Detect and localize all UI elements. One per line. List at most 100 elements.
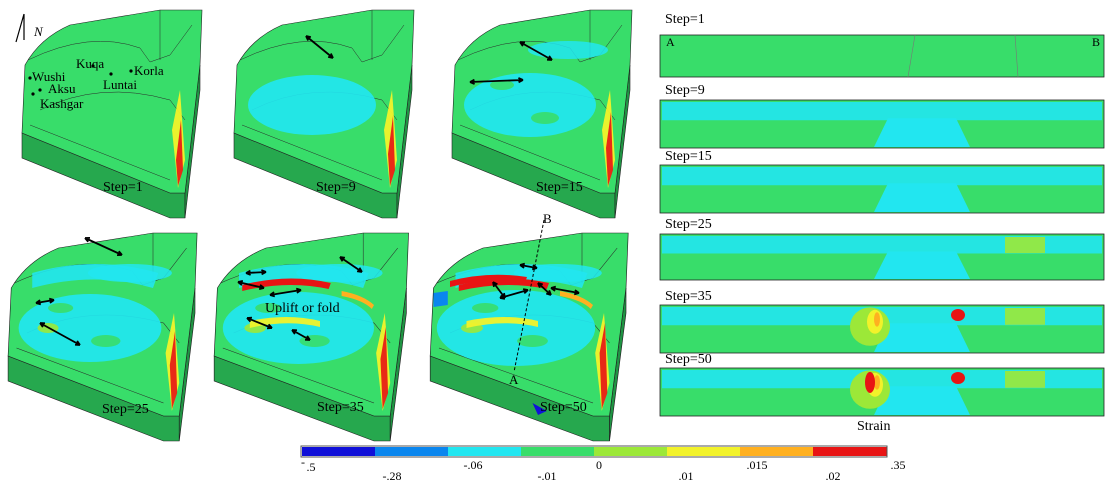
city-label-aksu: Aksu [48,81,76,96]
strain-patch-basin [248,75,376,135]
panel-label-step50: Step=50 [540,400,587,415]
double-arrow-icon [84,237,123,256]
strain-map-block-3 [451,9,633,219]
double-arrow-icon [246,316,273,330]
strain-map-block-2 [233,9,415,219]
double-arrow-icon [537,282,552,296]
double-arrow-icon [339,256,363,273]
strain-stripe-red [388,116,395,186]
colorbar-lower-tick: .02 [825,469,841,483]
strain-patch-blue [433,291,448,307]
city-label-korla: Korla [134,63,164,78]
panel-label-step1: Step=1 [103,180,143,195]
double-arrow-icon [499,288,529,300]
profile-point-b: B [1092,35,1101,49]
strain-band-yellow [466,317,538,328]
colorbar-upper-tick: -.06 [463,458,483,472]
strain-patch-ridge [239,264,369,288]
colorbar-upper-sign: - [301,455,305,469]
double-arrow-icon [35,297,55,306]
profile-upper-layer [662,236,1102,254]
profile-uplift-patch [1005,237,1045,254]
cross-section-step-1 [659,34,1105,78]
colorbar-lower-tick: -.01 [537,469,557,483]
profile-label-step25: Step=25 [665,217,712,232]
city-dot-icon [28,76,32,80]
city-label-kashgar: Kashgar [40,96,84,111]
strain-stripe-red [169,331,178,409]
double-arrow-icon [39,322,81,346]
double-arrow-icon [469,77,524,85]
profile-basin-wedge [874,251,970,279]
colorbar-title: Strain [857,419,891,434]
colorbar-upper-tick: .015 [746,458,768,472]
colorbar-frame [300,445,888,458]
city-label-kuqa: Kuqa [76,56,105,71]
strain-patch-basin [464,73,596,137]
strain-stripe-red [599,323,608,409]
double-arrow-icon [519,41,553,61]
profile-point-a-map: A [509,372,519,387]
strain-band-yellow [249,317,320,328]
city-label-wushi: Wushi [32,69,66,84]
colorbar-lower-tick: .01 [678,469,694,483]
strain-patch-green [490,80,514,90]
profile-uplift-patch [1005,371,1045,388]
profile-label-step50: Step=50 [665,352,712,367]
strain-patch-green [91,335,121,347]
colorbar-segment [813,447,887,456]
strain-map-block-6 [429,232,629,442]
strain-band-red [458,278,549,291]
strain-stripe-red [380,327,389,409]
double-arrow-icon [291,329,311,341]
colorbar-segment [521,447,595,456]
profile-uplift-patch [1005,308,1045,325]
strain-band-orange [560,291,593,309]
strain-band-red [242,278,331,291]
strain-patch-green [48,303,74,313]
profile-label-step1: Step=1 [665,12,705,27]
profile-strain-ellipse [951,372,965,384]
strain-patch-green [255,303,282,313]
city-dot-icon [38,88,42,92]
panel-label-step35: Step=35 [317,400,364,415]
profile-label-step35: Step=35 [665,289,712,304]
double-arrow-icon [550,285,580,296]
profile-strain-ellipse [874,312,880,327]
city-label-luntai: Luntai [103,77,137,92]
double-arrow-icon [305,35,334,59]
profile-label-step15: Step=15 [665,149,712,164]
double-arrow-icon [237,280,265,290]
uplift-or-fold-label: Uplift or fold [265,301,340,316]
colorbar-upper-tick: .35 [890,458,906,472]
city-dot-icon [109,72,113,76]
colorbar [300,445,888,458]
panel-label-step25: Step=25 [102,402,149,417]
cross-section-step-5 [659,304,1105,354]
profile-point-b-map: B [543,211,552,226]
cross-section-step-2 [659,99,1105,149]
profile-body [659,34,1105,78]
city-dot-icon [129,69,133,73]
strain-patch-darkblue [532,403,547,415]
cross-section-step-6 [659,367,1105,417]
colorbar-upper-tick: .5 [306,460,316,474]
strain-patch-green [517,335,548,347]
colorbar-segment [375,447,449,456]
cross-section-step-3 [659,164,1105,214]
colorbar-segment [740,447,814,456]
profile-basin-wedge [874,323,970,352]
profile-fault-line [1014,34,1019,78]
profile-strain-ellipse [865,371,875,393]
profile-label-step9: Step=9 [665,83,705,98]
profile-upper-layer [662,167,1102,186]
double-arrow-icon [245,269,267,276]
colorbar-segment [667,447,741,456]
strain-band-orange [341,291,374,309]
strain-map-block-5 [213,232,409,442]
north-arrow-icon [15,13,25,43]
strain-patch-green [531,112,559,124]
strain-stripe-red [606,112,613,186]
